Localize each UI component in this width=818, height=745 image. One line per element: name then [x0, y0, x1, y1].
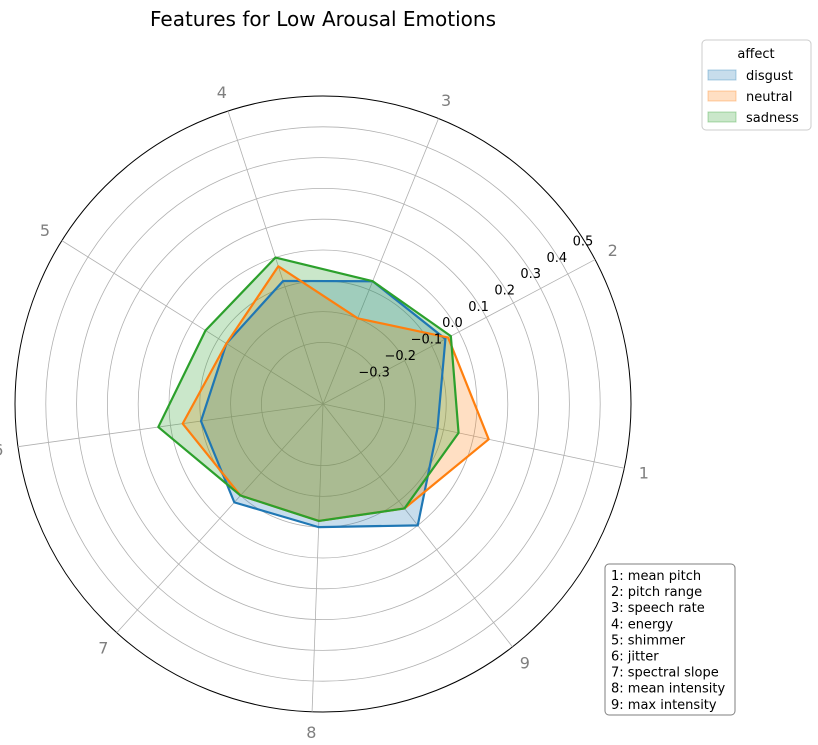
series-lines — [157, 256, 490, 529]
legend-label-neutral: neutral — [746, 90, 793, 105]
radial-tick-label: 0.2 — [494, 283, 515, 298]
legend-swatch-neutral — [707, 90, 737, 102]
grid-circle — [260, 341, 385, 466]
radial-tick-label: 0.3 — [520, 267, 541, 282]
grid-spoke — [61, 240, 324, 405]
radial-tick-labels: −0.3−0.2−0.1 0.0 0.1 0.2 0.3 0.4 0.5 — [358, 234, 593, 380]
feature-key-line: 9: max intensity — [611, 698, 717, 713]
axis-label-5: 5 — [40, 221, 50, 240]
legend-label-disgust: disgust — [746, 69, 793, 84]
legend-label-sadness: sadness — [746, 111, 799, 126]
axis-label-1: 1 — [639, 463, 649, 482]
feature-key-line: 2: pitch range — [611, 585, 702, 600]
radial-tick-label: −0.3 — [358, 365, 390, 380]
grid-spoke — [311, 403, 324, 712]
axis-labels: 1 2 3 4 5 6 7 8 9 — [0, 83, 649, 742]
grid-spoke — [322, 118, 439, 405]
grid-circle — [230, 311, 416, 497]
grid-circle — [76, 157, 570, 651]
radial-tick-label: −0.1 — [411, 333, 443, 348]
grid-circle — [137, 218, 509, 590]
feature-key-line: 6: jitter — [611, 650, 659, 665]
outer-frame-circle — [14, 95, 632, 713]
legend: affect disgust neutral sadness — [701, 39, 812, 131]
grid-spoke — [322, 403, 625, 469]
radial-tick-label: −0.2 — [385, 349, 417, 364]
feature-key-line: 8: mean intensity — [611, 682, 725, 697]
grid-spoke — [17, 403, 324, 448]
grid-spoke — [322, 259, 596, 405]
feature-key-frame — [604, 563, 736, 716]
legend-title: affect — [737, 47, 774, 62]
axis-label-9: 9 — [520, 654, 530, 673]
axis-label-3: 3 — [441, 91, 451, 110]
feature-key-line: 7: spectral slope — [611, 666, 719, 681]
series-area-sadness — [158, 257, 459, 521]
feature-key-line: 3: speech rate — [611, 601, 705, 616]
legend-swatch-sadness — [707, 111, 737, 123]
grid-circle — [45, 126, 601, 682]
axis-label-8: 8 — [306, 723, 316, 742]
series-line-disgust — [199, 279, 447, 529]
feature-key-line: 5: shimmer — [611, 633, 686, 648]
radial-tick-label: 0.1 — [468, 300, 489, 315]
series-area-disgust — [200, 280, 446, 528]
radial-tick-label: 0.0 — [442, 316, 463, 331]
radial-tick-label: 0.4 — [547, 251, 568, 266]
grid-spoke — [116, 403, 324, 634]
grid-circle — [106, 187, 540, 621]
axis-label-4: 4 — [217, 83, 227, 102]
series-areas — [158, 257, 489, 528]
legend-box — [701, 39, 812, 131]
feature-key-line: 4: energy — [611, 617, 673, 632]
radial-tick-label: 0.5 — [573, 234, 594, 249]
axis-label-7: 7 — [98, 639, 108, 658]
series-line-sadness — [157, 256, 460, 523]
feature-key-line: 1: mean pitch — [611, 569, 701, 584]
legend-swatch-disgust — [707, 69, 737, 81]
chart-title: Features for Low Arousal Emotions — [150, 7, 496, 31]
axis-label-6: 6 — [0, 440, 3, 459]
axis-label-2: 2 — [608, 241, 618, 260]
radar-grid — [14, 95, 632, 713]
